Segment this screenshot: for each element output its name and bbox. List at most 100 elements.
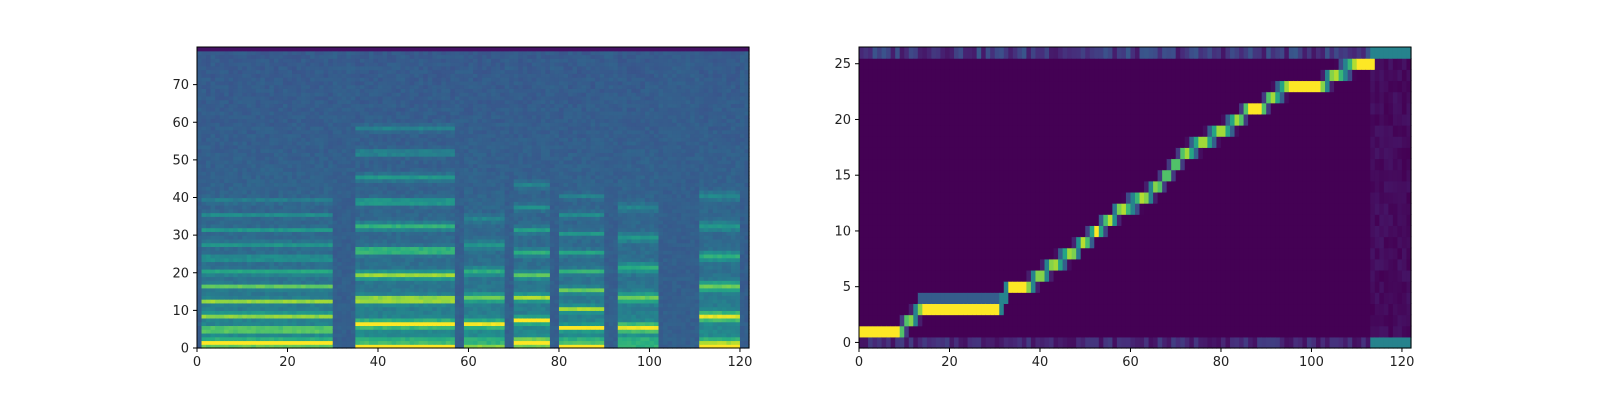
spectrogram-cell [359, 137, 366, 142]
spectrogram-cell [301, 344, 307, 349]
spectrogram-cell [355, 306, 361, 311]
spectrogram-cell [264, 159, 270, 165]
spectrogram-cell [255, 227, 261, 232]
spectrogram-cell [387, 54, 393, 59]
spectrogram-cell [459, 329, 465, 334]
spectrogram-cell [473, 242, 479, 248]
spectrogram-cell [409, 223, 415, 229]
spectrogram-cell [264, 227, 270, 232]
spectrogram-cell [246, 287, 252, 293]
spectrogram-cell [201, 126, 207, 131]
spectrogram-cell [364, 276, 370, 281]
spectrogram-cell [409, 110, 415, 116]
spectrogram-cell [260, 189, 266, 195]
spectrogram-cell [355, 148, 361, 153]
spectrogram-cell [364, 235, 370, 240]
spectrogram-cell [405, 250, 411, 255]
spectrogram-cell [251, 110, 257, 116]
spectrogram-cell [364, 205, 370, 210]
spectrogram-cell [405, 231, 411, 236]
spectrogram-cell [377, 272, 384, 278]
spectrogram-cell [287, 205, 293, 210]
spectrogram-cell [414, 197, 420, 202]
spectrogram-cell [224, 152, 230, 157]
spectrogram-cell [391, 208, 397, 214]
spectrogram-cell [387, 62, 393, 67]
spectrogram-cell [246, 50, 252, 56]
spectrogram-cell [373, 178, 379, 184]
spectrogram-cell [332, 186, 338, 191]
spectrogram-cell [251, 299, 257, 304]
spectrogram-cell [396, 216, 402, 221]
spectrogram-cell [337, 299, 343, 304]
spectrogram-cell [210, 314, 216, 319]
spectrogram-cell [382, 107, 388, 112]
spectrogram-cell [210, 148, 216, 153]
spectrogram-cell [373, 137, 379, 142]
spectrogram-cell [454, 126, 461, 131]
spectrogram-cell [197, 276, 203, 281]
spectrogram-cell [477, 272, 483, 278]
spectrogram-cell [427, 148, 433, 153]
spectrogram-cell [228, 148, 234, 153]
spectrogram-cell [436, 163, 442, 168]
spectrogram-cell [332, 317, 338, 323]
spectrogram-cell [305, 92, 311, 97]
spectrogram-cell [273, 103, 280, 108]
spectrogram-cell [468, 65, 474, 71]
spectrogram-cell [337, 144, 343, 150]
spectrogram-cell [219, 310, 225, 315]
spectrogram-cell [273, 65, 280, 71]
spectrogram-cell [278, 197, 284, 202]
spectrogram-cell [355, 302, 361, 308]
spectrogram-cell [269, 310, 275, 315]
spectrogram-cell [260, 272, 266, 278]
spectrogram-cell [305, 276, 311, 281]
spectrogram-cell [396, 268, 402, 274]
spectrogram-cell [273, 284, 280, 289]
spectrogram-cell [215, 321, 221, 327]
spectrogram-cell [278, 126, 284, 131]
spectrogram-cell [319, 167, 325, 172]
spectrogram-cell [278, 208, 284, 214]
spectrogram-cell [468, 272, 474, 278]
spectrogram-cell [377, 268, 384, 274]
spectrogram-cell [463, 174, 470, 180]
spectrogram-cell [473, 189, 479, 195]
spectrogram-cell [215, 208, 221, 214]
spectrogram-cell [237, 329, 243, 334]
spectrogram-cell [201, 88, 207, 93]
spectrogram-cell [454, 310, 461, 315]
spectrogram-cell [287, 152, 293, 157]
spectrogram-cell [197, 193, 203, 199]
spectrogram-cell [377, 265, 384, 270]
spectrogram-cell [328, 47, 334, 52]
spectrogram-cell [328, 107, 334, 112]
spectrogram-cell [341, 137, 347, 142]
spectrogram-cell [468, 141, 474, 146]
spectrogram-cell [418, 174, 424, 180]
spectrogram-cell [319, 144, 325, 150]
spectrogram-cell [255, 193, 261, 199]
spectrogram-cell [341, 250, 347, 255]
spectrogram-cell [314, 340, 320, 345]
spectrogram-cell [314, 287, 320, 293]
spectrogram-cell [197, 156, 203, 161]
spectrogram-cell [292, 141, 298, 146]
spectrogram-cell [197, 73, 203, 78]
spectrogram-cell [346, 223, 352, 229]
spectrogram-cell [432, 137, 438, 142]
spectrogram-cell [463, 99, 470, 105]
spectrogram-cell [278, 287, 284, 293]
spectrogram-cell [427, 92, 433, 97]
spectrogram-cell [436, 280, 442, 285]
spectrogram-cell [450, 220, 456, 225]
spectrogram-cell [328, 321, 334, 327]
spectrogram-cell [359, 178, 366, 184]
spectrogram-cell [237, 280, 243, 285]
spectrogram-cell [423, 50, 429, 56]
spectrogram-cell [373, 306, 379, 311]
spectrogram-cell [436, 65, 442, 71]
spectrogram-cell [477, 246, 483, 251]
spectrogram-cell [314, 302, 320, 308]
